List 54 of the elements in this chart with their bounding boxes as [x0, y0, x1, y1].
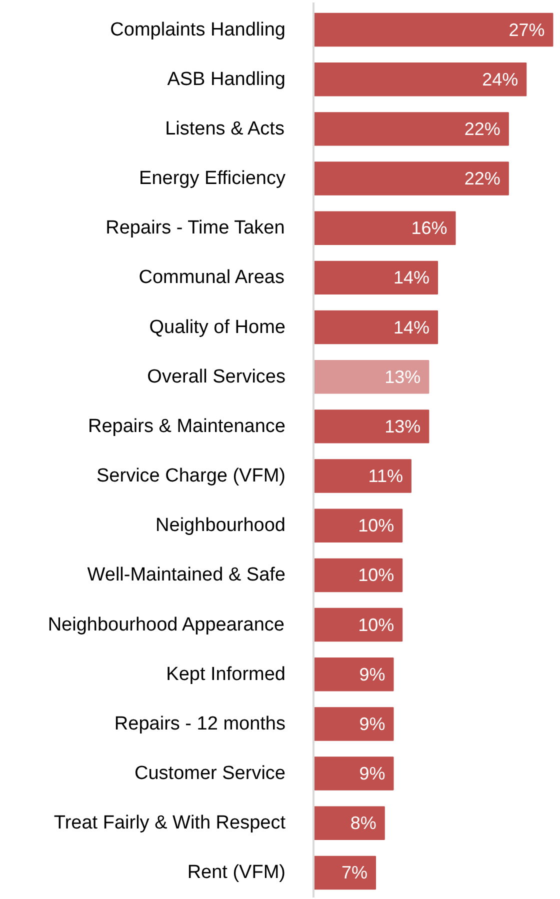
y-tick-label: Kept Informed: [166, 664, 286, 685]
y-tick-label: Treat Fairly & With Respect: [54, 812, 286, 834]
y-tick-label: Rent (VFM): [187, 862, 286, 884]
data-label: 11%: [368, 466, 403, 486]
data-label: 10%: [358, 614, 394, 635]
y-tick-label: Neighbourhood Appearance: [48, 614, 284, 636]
y-tick-label: Neighbourhood: [156, 515, 286, 536]
y-tick-label: Energy Efficiency: [139, 168, 286, 190]
data-label: 22%: [464, 118, 500, 139]
bar: [314, 260, 438, 295]
y-tick-label: Communal Areas: [138, 267, 284, 288]
bar: [314, 608, 403, 642]
bar: [314, 211, 456, 245]
y-tick-label: Repairs - 12 months: [114, 713, 286, 734]
bar: [314, 756, 394, 790]
data-label: 9%: [359, 764, 386, 784]
bar: [314, 62, 527, 96]
bar: [314, 112, 509, 146]
data-label: 14%: [394, 317, 430, 338]
bar: [314, 459, 412, 493]
y-tick-label: Repairs - Time Taken: [106, 218, 285, 239]
bar: [314, 856, 376, 890]
data-label: 10%: [358, 565, 394, 586]
bar: [314, 806, 385, 840]
bar: [314, 162, 509, 196]
bar: [314, 360, 430, 394]
y-tick-label: Repairs & Maintenance: [88, 416, 286, 437]
data-label: 13%: [384, 416, 421, 436]
data-label: 9%: [359, 664, 386, 684]
data-label: 14%: [394, 268, 430, 288]
bar: [314, 310, 438, 344]
y-tick-label: Service Charge (VFM): [96, 466, 286, 487]
data-label: 16%: [411, 218, 448, 238]
data-label: 10%: [358, 516, 394, 536]
y-tick-label: Customer Service: [134, 763, 286, 784]
y-tick-label: Listens & Acts: [165, 118, 284, 140]
y-tick-label: Complaints Handling: [110, 19, 286, 40]
data-label: 9%: [359, 714, 386, 734]
y-tick-label: Well-Maintained & Safe: [87, 564, 286, 586]
data-label: 22%: [464, 168, 500, 189]
bar: [314, 658, 394, 692]
y-tick-label: Overall Services: [147, 366, 286, 388]
bar: [314, 410, 430, 444]
data-label: 13%: [384, 366, 421, 387]
bar: [314, 12, 554, 47]
y-tick-label: Quality of Home: [149, 316, 286, 338]
bar: [314, 508, 403, 542]
bar: [314, 558, 403, 592]
bar: [314, 707, 394, 741]
data-label: 24%: [482, 69, 518, 90]
data-label: 8%: [350, 813, 376, 834]
data-label: 7%: [342, 862, 368, 883]
data-label: 27%: [508, 20, 545, 40]
y-tick-label: ASB Handling: [167, 68, 286, 90]
